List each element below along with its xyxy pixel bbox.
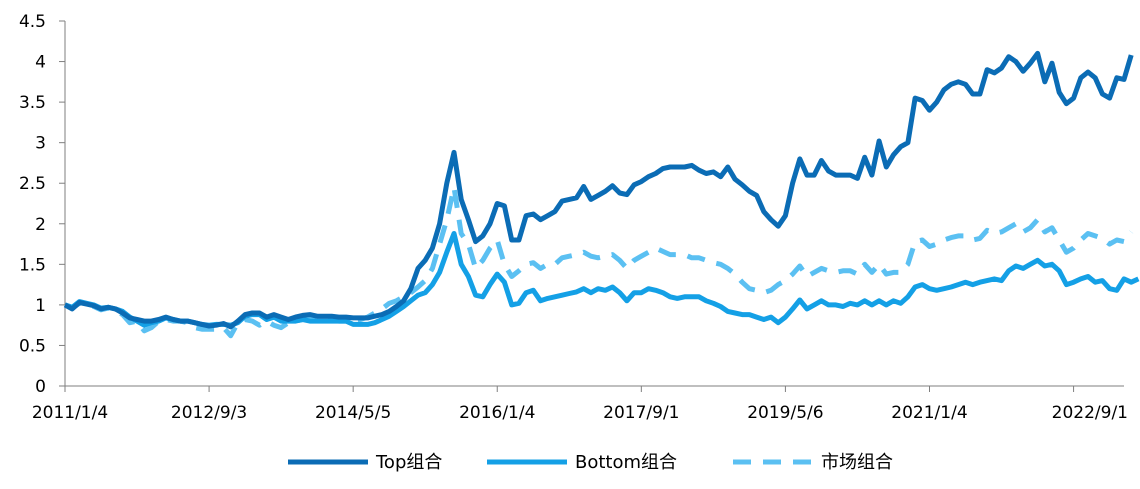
y-tick-label: 4.5 — [19, 12, 46, 32]
y-tick-label: 0.5 — [19, 336, 46, 356]
y-axis-ticks: 0 0.5 1 1.5 2 2.5 3 3.5 4 4.5 — [19, 12, 65, 397]
y-tick-label: 3 — [35, 134, 46, 154]
series-lines — [63, 50, 1140, 339]
y-tick-label: 4 — [35, 53, 46, 73]
x-tick-label: 2011/1/4 — [32, 403, 108, 423]
y-tick-label: 3.5 — [19, 93, 46, 113]
legend-label-2: Bottom组合 — [575, 452, 677, 473]
x-tick-label: 2014/5/5 — [315, 403, 391, 423]
chart-axes — [64, 21, 1124, 387]
x-tick-label: 2021/1/4 — [891, 403, 967, 423]
x-axis-ticks: 2011/1/4 2012/9/3 2014/5/5 2016/1/4 2017/9/1… — [32, 386, 1128, 423]
y-tick-label: 2 — [35, 215, 46, 235]
x-tick-label: 2016/1/4 — [459, 403, 535, 423]
series-line-1 — [63, 50, 1134, 330]
y-tick-label: 1 — [35, 296, 46, 316]
x-tick-label: 2012/9/3 — [171, 403, 247, 423]
x-tick-label: 2019/5/6 — [747, 403, 823, 423]
legend-label-1: Top组合 — [375, 452, 442, 473]
series-line-3 — [63, 184, 1134, 339]
legend: Top组合 Bottom组合 市场组合 — [288, 452, 893, 473]
x-tick-label: 2022/9/1 — [1052, 403, 1128, 423]
y-tick-label: 2.5 — [19, 174, 46, 194]
x-tick-label: 2017/9/1 — [603, 403, 679, 423]
series-line-2 — [64, 231, 1140, 328]
legend-label-3: 市场组合 — [821, 452, 893, 473]
y-tick-label: 1.5 — [19, 255, 46, 275]
y-tick-label: 0 — [35, 377, 46, 397]
